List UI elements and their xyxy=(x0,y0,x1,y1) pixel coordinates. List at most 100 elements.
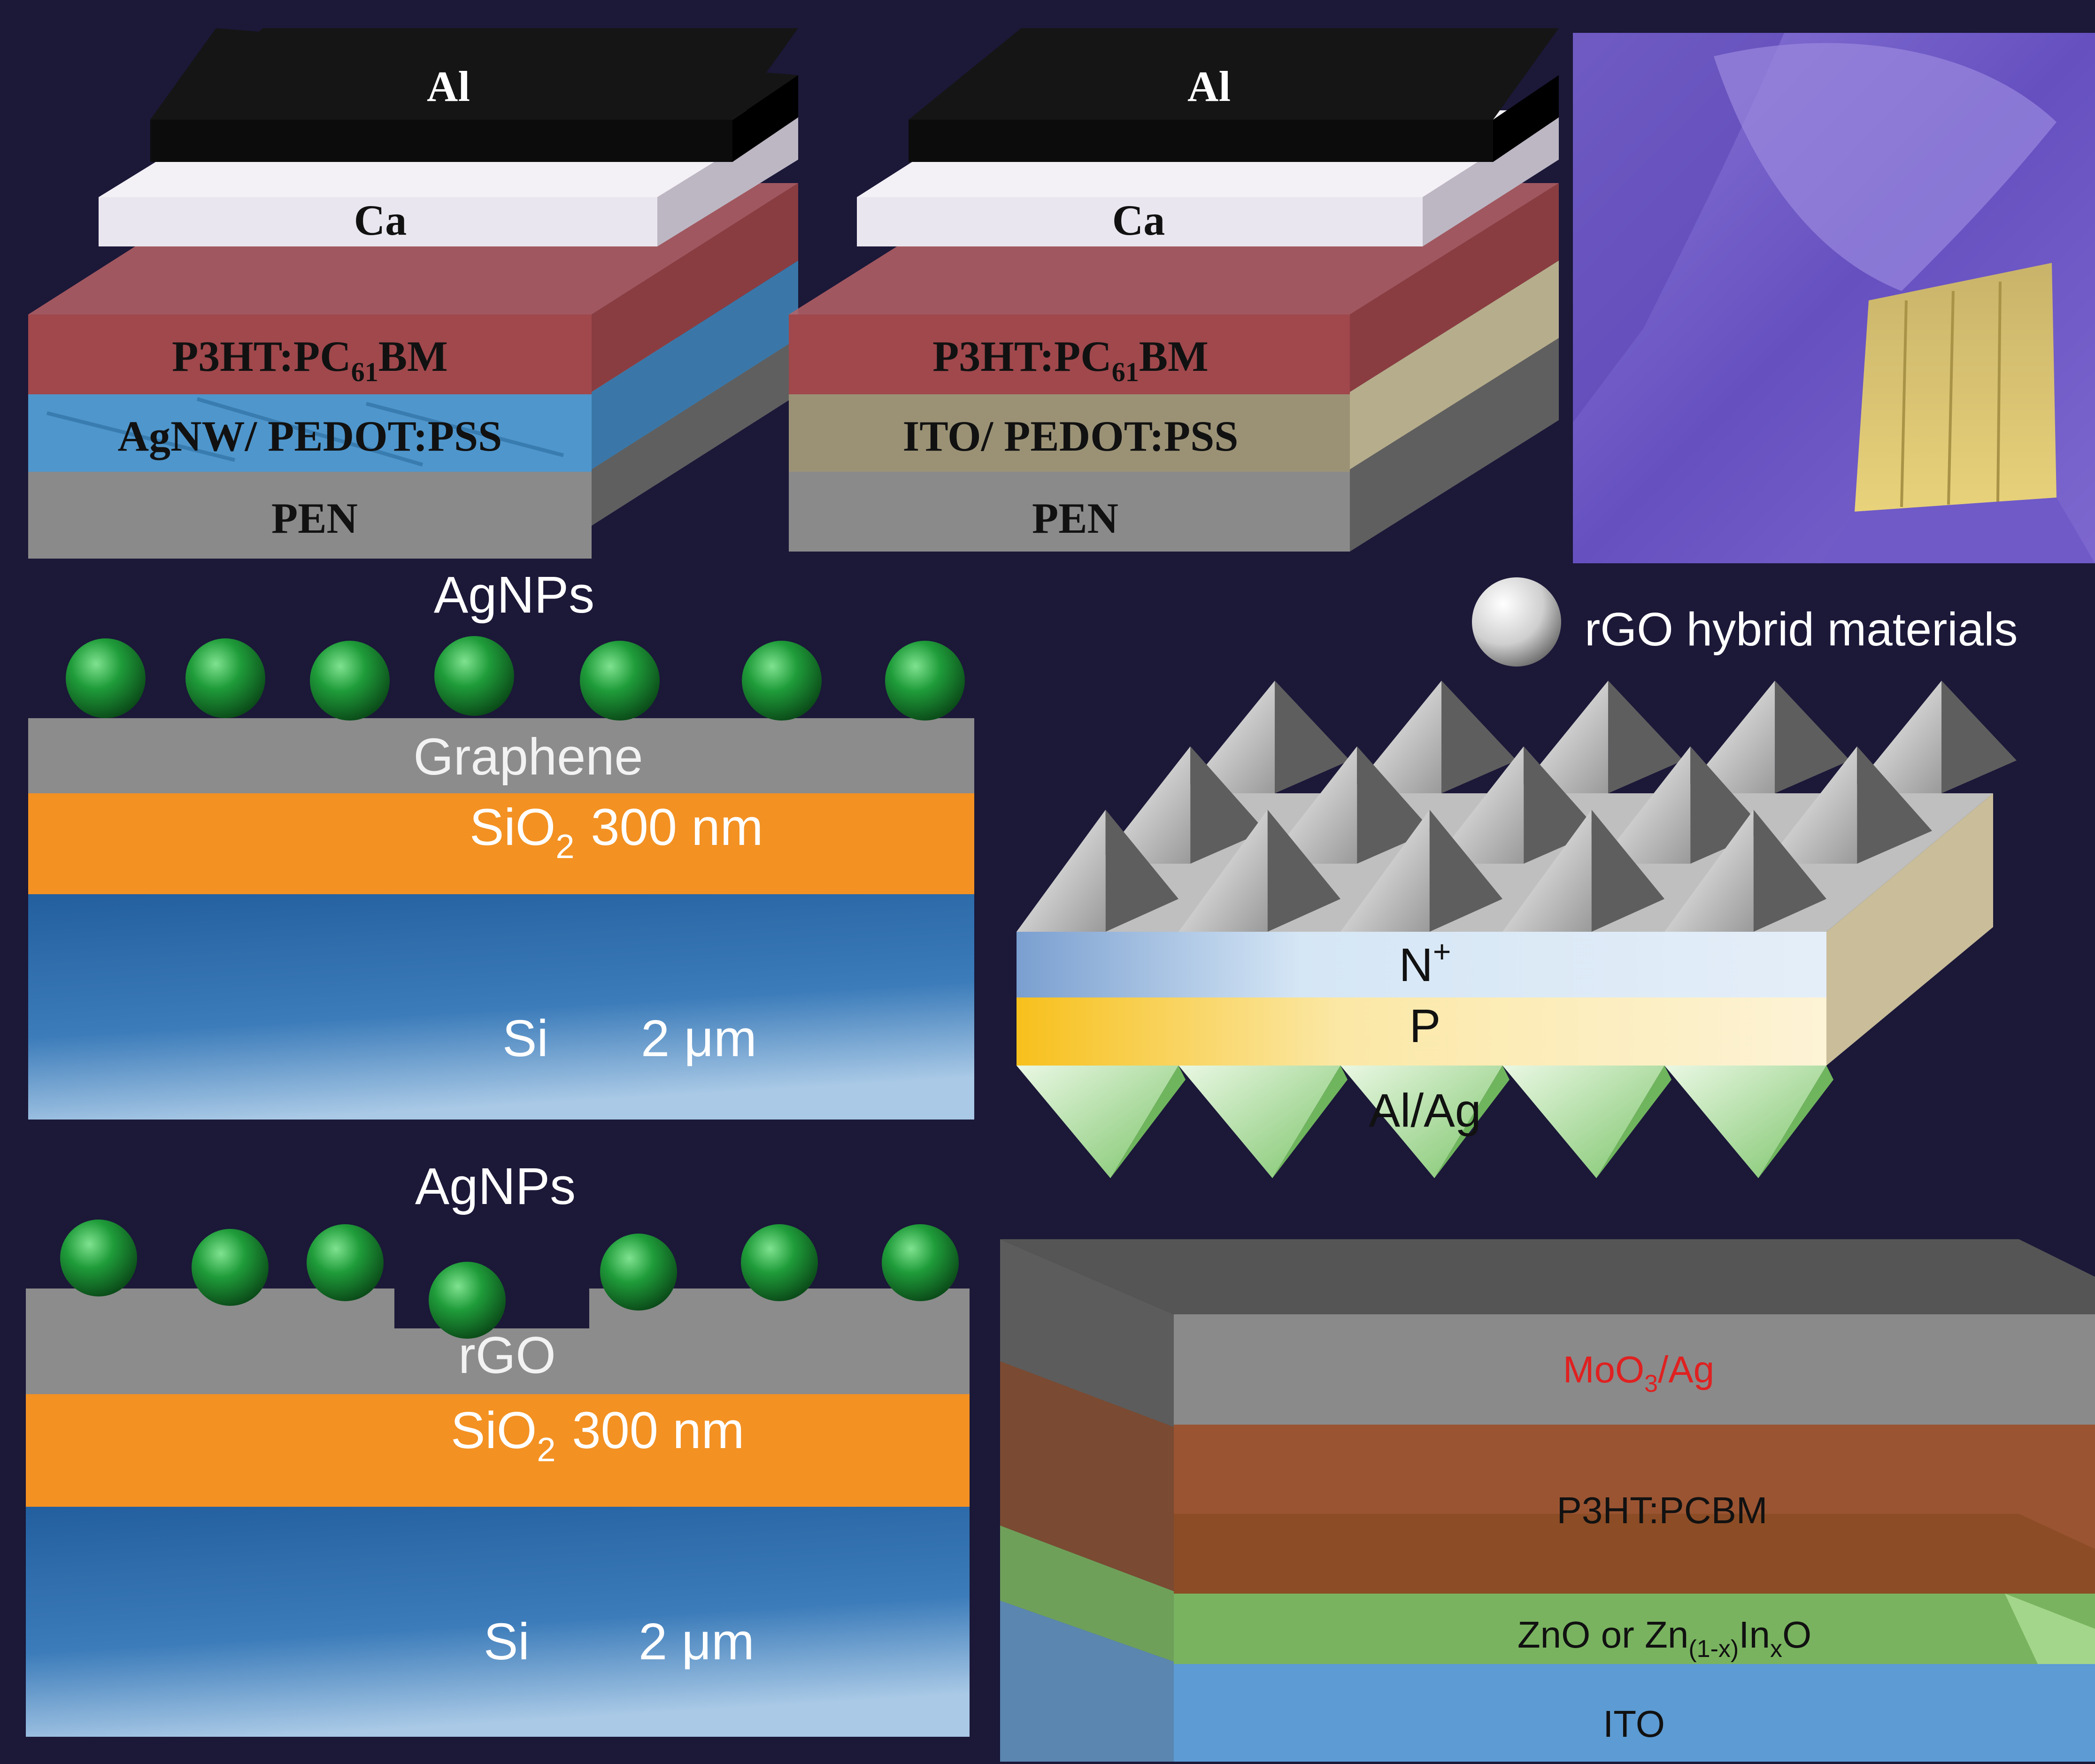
moo3-sub: 3 xyxy=(1644,1370,1658,1397)
flexible-film xyxy=(1855,263,2056,512)
al-label: Al xyxy=(1187,62,1231,110)
al-top-face xyxy=(150,28,798,120)
ca-label: Ca xyxy=(354,196,407,244)
pen-label: PEN xyxy=(1032,494,1118,542)
film-stripe xyxy=(1996,281,2002,503)
agnp-particle xyxy=(307,1224,384,1301)
nanowire-line xyxy=(196,397,424,467)
agnps-label: AgNPs xyxy=(415,1158,576,1215)
pen-side xyxy=(592,338,798,526)
panel-c-photo xyxy=(1573,33,2095,563)
p3ht-side xyxy=(592,183,798,392)
ito-side xyxy=(1350,261,1559,469)
agnp-particle xyxy=(429,1262,506,1339)
al-side xyxy=(732,75,798,162)
film-stripe xyxy=(1947,291,1955,505)
agnps-label: AgNPs xyxy=(434,566,594,624)
al-top xyxy=(909,28,1559,120)
contact-pyramid-shade xyxy=(1434,1066,1510,1178)
pyramid-face-light xyxy=(1178,810,1268,932)
contact-pyramid-shade xyxy=(1272,1066,1348,1178)
sio2-label: SiO2 300 nm xyxy=(470,798,763,866)
moo3-ag-label: MoO3/Ag xyxy=(1563,1349,1714,1397)
al-layer xyxy=(150,120,732,162)
panel-f: AgNPs rGO SiO2 300 nm Si 2 μm xyxy=(26,1158,970,1737)
sio2-thickness: 300 nm xyxy=(591,798,763,856)
glove-finger xyxy=(1714,43,2056,291)
graphene-layer xyxy=(28,718,974,793)
agnp-particle xyxy=(434,636,514,716)
etl-label: ZnO or Zn(1-x)InxO xyxy=(1517,1614,1811,1663)
pyramid-face-light xyxy=(1017,810,1106,932)
p-layer xyxy=(1017,997,1826,1066)
sio2-main: SiO xyxy=(451,1402,537,1459)
pyramid-face-dark xyxy=(1105,810,1178,932)
etl-c: O xyxy=(1782,1614,1811,1656)
moo3-layer xyxy=(1174,1314,2095,1425)
pyramid-face-light xyxy=(1340,810,1430,932)
p3ht-side xyxy=(1350,183,1559,392)
si-label: Si xyxy=(502,1010,548,1067)
ito-left xyxy=(1000,1601,1174,1762)
active-layer-label: P3HT:PC61BM xyxy=(172,332,448,387)
glove-shadow xyxy=(1573,33,1784,422)
stack-top-face xyxy=(1000,1239,2095,1314)
pyramid-face-dark xyxy=(1275,681,1350,793)
pyramid-face-light xyxy=(1664,810,1754,932)
pen-label: PEN xyxy=(271,494,358,542)
contact-pyramid xyxy=(1017,1066,1178,1178)
pyramid-face-dark xyxy=(1753,810,1826,932)
n-main: N xyxy=(1399,939,1433,991)
p-layer-label: P xyxy=(1410,1000,1441,1052)
pyramid-face-dark xyxy=(1267,810,1340,932)
contact-pyramid-shade xyxy=(1110,1066,1186,1178)
p3ht-layer xyxy=(789,314,1350,394)
pyramid-face-light xyxy=(1265,746,1357,864)
agnp-particle xyxy=(580,641,660,721)
active-end: BM xyxy=(378,332,448,380)
pyramid-face-light xyxy=(1599,746,1691,864)
graphene-label: Graphene xyxy=(413,728,643,786)
contact-pyramid xyxy=(1664,1066,1826,1178)
pyramid-face-light xyxy=(1432,746,1524,864)
contact-pyramid-shade xyxy=(1596,1066,1671,1178)
si-thickness: 2 μm xyxy=(641,1010,757,1067)
rgo-label: rGO xyxy=(458,1327,556,1384)
active-sub: 61 xyxy=(351,357,378,387)
active-main: P3HT:PC xyxy=(172,332,351,380)
panel-e: rGO hybrid materials N+ P Al/Ag xyxy=(1017,577,2018,1178)
junction-side xyxy=(1826,793,1993,1066)
etl-sub1: (1-x) xyxy=(1688,1635,1739,1663)
sio2-sub: 2 xyxy=(537,1431,555,1469)
pyramid-field xyxy=(1017,681,2017,932)
etl-left xyxy=(1000,1526,1174,1662)
al-label: Al xyxy=(427,62,470,110)
agnp-particle xyxy=(742,641,822,721)
zno-layer xyxy=(1174,1594,2095,1664)
p3ht-layer xyxy=(28,314,592,394)
al-layer xyxy=(909,120,1493,162)
contact-pyramid-shade xyxy=(1758,1066,1833,1178)
ito-pedot-layer xyxy=(789,392,1350,472)
ca-side xyxy=(657,110,798,246)
ito-layer xyxy=(1174,1664,2095,1762)
pyramid-face-dark xyxy=(1608,681,1683,793)
active-layer-label: P3HT:PC61BM xyxy=(932,332,1209,387)
panel-d: AgNPs Graphene SiO2 300 nm Si 2 μm xyxy=(28,566,974,1120)
contact-label: Al/Ag xyxy=(1369,1084,1481,1137)
agnp-particle xyxy=(741,1224,818,1301)
pyramid-face-light xyxy=(1502,810,1592,932)
etl-a: ZnO or Zn xyxy=(1517,1614,1689,1656)
si-layer xyxy=(26,1507,970,1737)
pyramid-face-dark xyxy=(1441,681,1517,793)
si-layer xyxy=(28,894,974,1120)
glove-bottom xyxy=(1822,498,2095,563)
n-layer-label: N+ xyxy=(1399,934,1451,991)
active-left xyxy=(1000,1361,1174,1591)
p3ht-pcbm-label: P3HT:PCBM xyxy=(1557,1489,1768,1531)
contact-pyramid xyxy=(1502,1066,1664,1178)
agnp-particle xyxy=(885,641,965,721)
pyramid-face-dark xyxy=(1190,746,1265,864)
